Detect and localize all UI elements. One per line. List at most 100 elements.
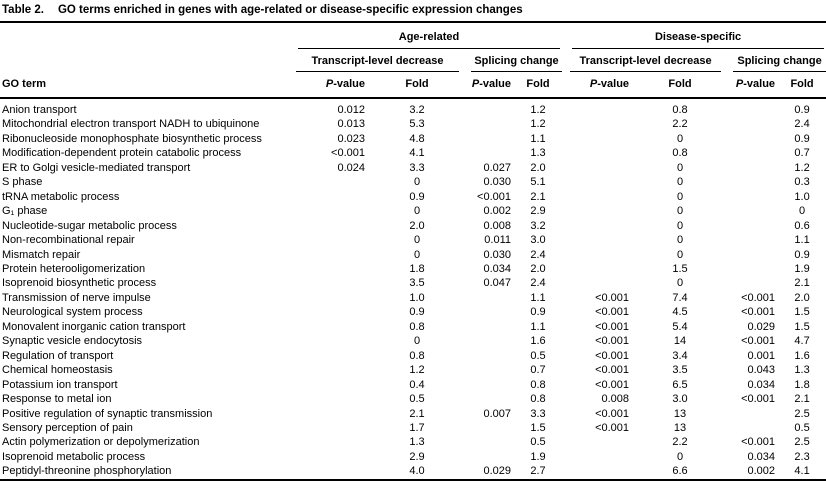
value-cell [296,233,368,247]
table-row: Isoprenoid biosynthetic process 3.5 0.047 2… [0,276,826,290]
value-cell [466,146,514,160]
value-cell: 0.034 [483,262,511,275]
table-row: S phase 0 0.030 5.1 0 0.3 [0,175,826,189]
table-row: Modification-dependent protein catabolic… [0,146,826,160]
go-term-cell: Potassium ion transport [2,378,118,391]
value-cell: 0.9 [530,306,546,319]
value-cell [570,450,632,464]
corner-cell [0,49,296,72]
value-cell: 1.7 [409,421,425,434]
value-cell [570,132,632,146]
value-cell: 1.5 [794,306,810,319]
subgroup-header-disease-transcript: Transcript-level decrease [570,49,728,72]
value-cell: 1.0 [409,291,425,304]
value-cell [728,190,778,204]
column-gap [562,175,570,189]
table-row: Protein heterooligomerization 1.8 0.034 2.0… [0,262,826,276]
value-cell [728,219,778,233]
value-cell: 7.4 [672,291,688,304]
value-cell: 0.9 [409,306,425,319]
subgroup-header-disease-splicing: Splicing change [728,49,826,72]
column-gap [562,204,570,218]
column-gap [562,72,571,99]
value-cell: 13 [673,407,687,420]
value-cell: <0.001 [741,335,776,348]
value-cell: 1.9 [530,450,546,463]
go-term-cell: Chemical homeostasis [2,364,113,377]
value-cell [296,363,368,377]
column-gap [562,132,570,146]
value-cell [570,276,632,290]
value-cell [728,233,778,247]
column-gap [562,98,570,117]
value-cell: 0.8 [530,393,546,406]
p-value-column-header: P-value [570,72,633,99]
column-gap [562,219,570,233]
corner-cell [0,23,296,49]
value-cell: 2.3 [794,450,810,463]
value-cell [296,464,368,479]
value-cell [728,132,778,146]
value-cell: 2.1 [409,407,425,420]
value-cell: 1.6 [794,349,810,362]
value-cell [570,98,632,117]
value-cell: 1.2 [530,118,546,131]
value-cell: 0.3 [794,176,810,189]
go-term-cell: Isoprenoid biosynthetic process [2,277,157,290]
subgroup-header-age-splicing: Splicing change [466,49,563,72]
value-cell: 0.9 [794,248,810,261]
p-value-column-header: P-value [728,72,779,99]
go-term-cell: Mitochondrial electron transport NADH to… [2,118,260,131]
value-cell: 0.011 [484,234,511,247]
value-cell [466,421,514,435]
column-gap [562,276,570,290]
value-cell: 1.3 [794,364,810,377]
value-cell [296,204,368,218]
value-cell [466,132,514,146]
go-term-cell: S phase [2,176,43,189]
value-cell: 0.030 [483,248,511,261]
value-cell: 0.001 [747,349,776,362]
go-term-cell: Non-recombinational repair [2,234,135,247]
value-cell: 1.2 [530,104,546,116]
value-cell: <0.001 [741,306,776,319]
value-cell [570,146,632,160]
value-cell: 0 [676,205,684,218]
value-cell: 2.5 [794,407,810,420]
value-cell [466,334,514,348]
value-cell [296,378,368,392]
value-cell: 1.9 [794,262,810,275]
value-cell [296,435,368,449]
value-cell: 0 [413,205,421,218]
value-cell: 2.4 [530,248,546,261]
value-cell [570,233,632,247]
value-cell: 1.1 [530,132,546,145]
value-cell: 3.4 [672,349,688,362]
value-cell [466,117,514,131]
value-cell: <0.001 [595,349,630,362]
go-term-cell: Response to metal ion [2,393,112,406]
value-cell: 0.002 [483,205,511,218]
value-cell: 2.9 [409,450,425,463]
value-cell [296,291,368,305]
value-cell: 0.5 [794,421,810,434]
value-cell [296,334,368,348]
value-cell: 2.5 [794,436,810,449]
value-cell: 0 [413,248,421,261]
p-value-column-header: P-value [466,72,514,99]
value-cell: 3.0 [672,393,688,406]
column-gap [562,233,570,247]
go-term-cell: Sensory perception of pain [2,421,133,434]
value-cell: 4.0 [409,465,425,478]
value-cell: 2.1 [794,277,810,290]
value-cell: 0.5 [409,393,425,406]
column-gap [562,392,570,406]
value-cell [728,175,778,189]
table-row: Non-recombinational repair 0 0.011 3.0 0 1.1 [0,233,826,247]
value-cell: 0.023 [337,132,365,145]
value-cell: 2.0 [530,262,546,275]
value-cell: 1.8 [794,378,810,391]
column-header-row: GO term P-value Fold P-value Fold P-valu… [0,72,826,99]
table-row: Regulation of transport 0.8 0.5 <0.001 3.4 0.… [0,349,826,363]
value-cell [466,98,514,117]
